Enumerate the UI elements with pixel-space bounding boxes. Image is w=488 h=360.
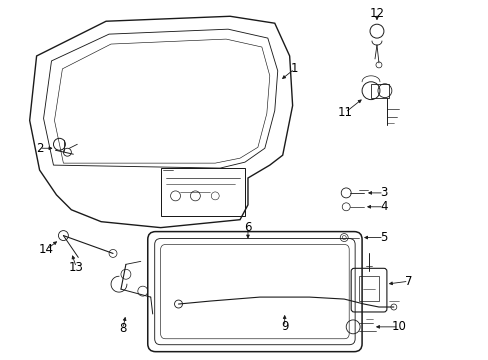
Text: 14: 14 xyxy=(39,243,54,256)
Text: 6: 6 xyxy=(244,221,251,234)
Text: 13: 13 xyxy=(69,261,83,274)
Text: 7: 7 xyxy=(404,275,412,288)
Text: 2: 2 xyxy=(36,142,43,155)
Bar xyxy=(370,84,388,98)
Text: 12: 12 xyxy=(369,7,384,20)
Text: 3: 3 xyxy=(380,186,387,199)
Text: 1: 1 xyxy=(290,62,298,75)
Text: 10: 10 xyxy=(390,320,406,333)
Bar xyxy=(358,276,378,301)
Text: 8: 8 xyxy=(119,322,126,336)
Bar xyxy=(161,168,244,216)
Text: 11: 11 xyxy=(337,106,352,119)
Text: 4: 4 xyxy=(379,200,387,213)
Text: 9: 9 xyxy=(281,320,288,333)
Text: 5: 5 xyxy=(380,231,387,244)
